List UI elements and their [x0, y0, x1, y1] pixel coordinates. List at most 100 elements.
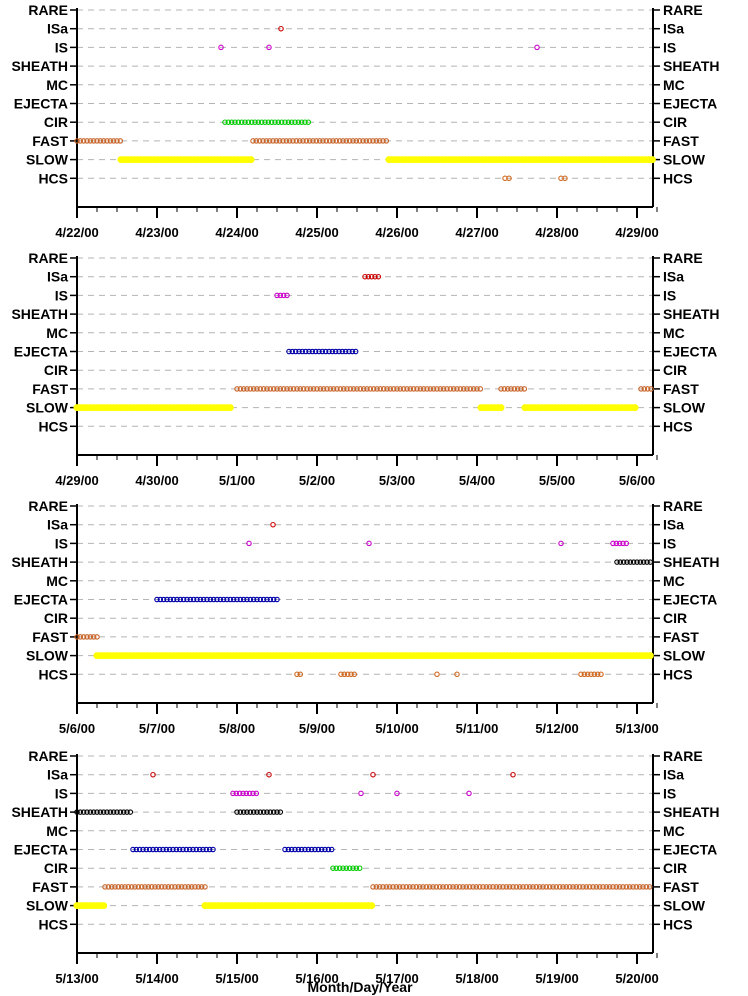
category-label-right: SHEATH: [663, 804, 720, 820]
category-label-left: SLOW: [26, 152, 69, 168]
data-point: [307, 386, 314, 392]
data-point: [260, 596, 267, 603]
x-tick-label: 4/23/00: [135, 225, 178, 240]
data-point: [260, 386, 267, 392]
category-label-right: RARE: [663, 250, 703, 266]
data-point: [330, 386, 337, 392]
data-point: [377, 386, 384, 392]
data-point: [262, 119, 268, 125]
data-point: [464, 386, 470, 392]
data-point: [200, 846, 206, 853]
category-label-left: ISa: [47, 767, 68, 783]
data-point: [234, 809, 240, 815]
data-point: [446, 884, 453, 890]
data-point: [284, 292, 290, 299]
data-point: [148, 884, 155, 890]
data-point: [298, 119, 305, 125]
category-label-left: EJECTA: [14, 96, 68, 112]
data-point: [336, 348, 342, 355]
data-point: [322, 348, 329, 355]
x-tick-label: 5/14/00: [135, 971, 178, 986]
data-point: [510, 884, 516, 890]
data-point: [460, 386, 467, 392]
category-label-right: SLOW: [663, 648, 706, 664]
data-point: [360, 138, 366, 144]
data-point: [340, 386, 347, 392]
x-tick-label: 5/2/00: [299, 473, 335, 488]
data-point: [230, 790, 236, 797]
data-point: [343, 138, 350, 144]
data-point: [329, 348, 336, 355]
data-point: [240, 809, 247, 815]
data-point: [280, 386, 287, 392]
data-point: [282, 846, 288, 853]
data-point: [240, 596, 247, 603]
x-tick-label: 5/7/00: [139, 721, 175, 736]
data-point: [423, 884, 430, 890]
data-point: [260, 809, 267, 815]
data-point: [316, 138, 323, 144]
data-point: [203, 846, 210, 853]
data-point: [647, 559, 654, 565]
category-label-left: EJECTA: [14, 592, 68, 608]
category-label-left: MC: [46, 325, 68, 341]
data-point: [560, 884, 566, 890]
series-fast: [250, 138, 390, 144]
data-point: [636, 884, 643, 890]
data-point: [299, 348, 306, 355]
data-point: [232, 119, 238, 125]
category-label-right: MC: [663, 325, 685, 341]
category-label-left: SHEATH: [11, 58, 68, 74]
data-point: [297, 671, 304, 678]
data-point: [521, 386, 528, 392]
data-point: [413, 884, 420, 890]
data-point: [349, 348, 356, 355]
data-point: [630, 884, 636, 890]
series-ejecta: [282, 846, 335, 853]
data-point: [77, 138, 84, 144]
data-point: [514, 386, 521, 392]
data-point: [590, 884, 596, 890]
series-fast: [370, 884, 653, 890]
data-point: [296, 348, 302, 355]
data-point: [523, 884, 530, 890]
data-point: [576, 884, 583, 890]
data-point: [204, 596, 210, 603]
data-point: [643, 884, 650, 890]
category-label-right: RARE: [663, 748, 703, 764]
data-point: [190, 596, 197, 603]
data-point: [122, 884, 128, 890]
data-point: [340, 138, 346, 144]
data-point: [170, 846, 176, 853]
category-label-left: SHEATH: [11, 306, 68, 322]
data-point: [128, 884, 135, 890]
data-point: [325, 846, 332, 853]
category-label-left: HCS: [38, 666, 68, 682]
data-point: [250, 790, 256, 797]
data-point: [167, 596, 174, 603]
data-point: [626, 884, 633, 890]
data-point: [336, 865, 343, 871]
series-cir: [330, 865, 363, 871]
data-point: [434, 386, 440, 392]
data-point: [500, 884, 506, 890]
data-point: [292, 846, 298, 853]
data-point: [501, 386, 508, 392]
data-point: [100, 902, 108, 910]
category-label-right: MC: [663, 823, 685, 839]
data-point: [298, 846, 305, 853]
category-label-left: RARE: [28, 250, 68, 266]
data-point: [168, 884, 175, 890]
data-point: [312, 348, 319, 355]
category-label-left: RARE: [28, 2, 68, 18]
data-point: [94, 138, 100, 144]
category-label-left: ISa: [47, 269, 68, 285]
data-point: [467, 386, 474, 392]
data-point: [162, 884, 168, 890]
data-point: [174, 596, 180, 603]
category-label-right: HCS: [663, 916, 693, 932]
category-label-left: IS: [55, 535, 68, 551]
data-point: [430, 884, 436, 890]
series-hcs: [294, 671, 304, 678]
data-point: [648, 386, 654, 392]
